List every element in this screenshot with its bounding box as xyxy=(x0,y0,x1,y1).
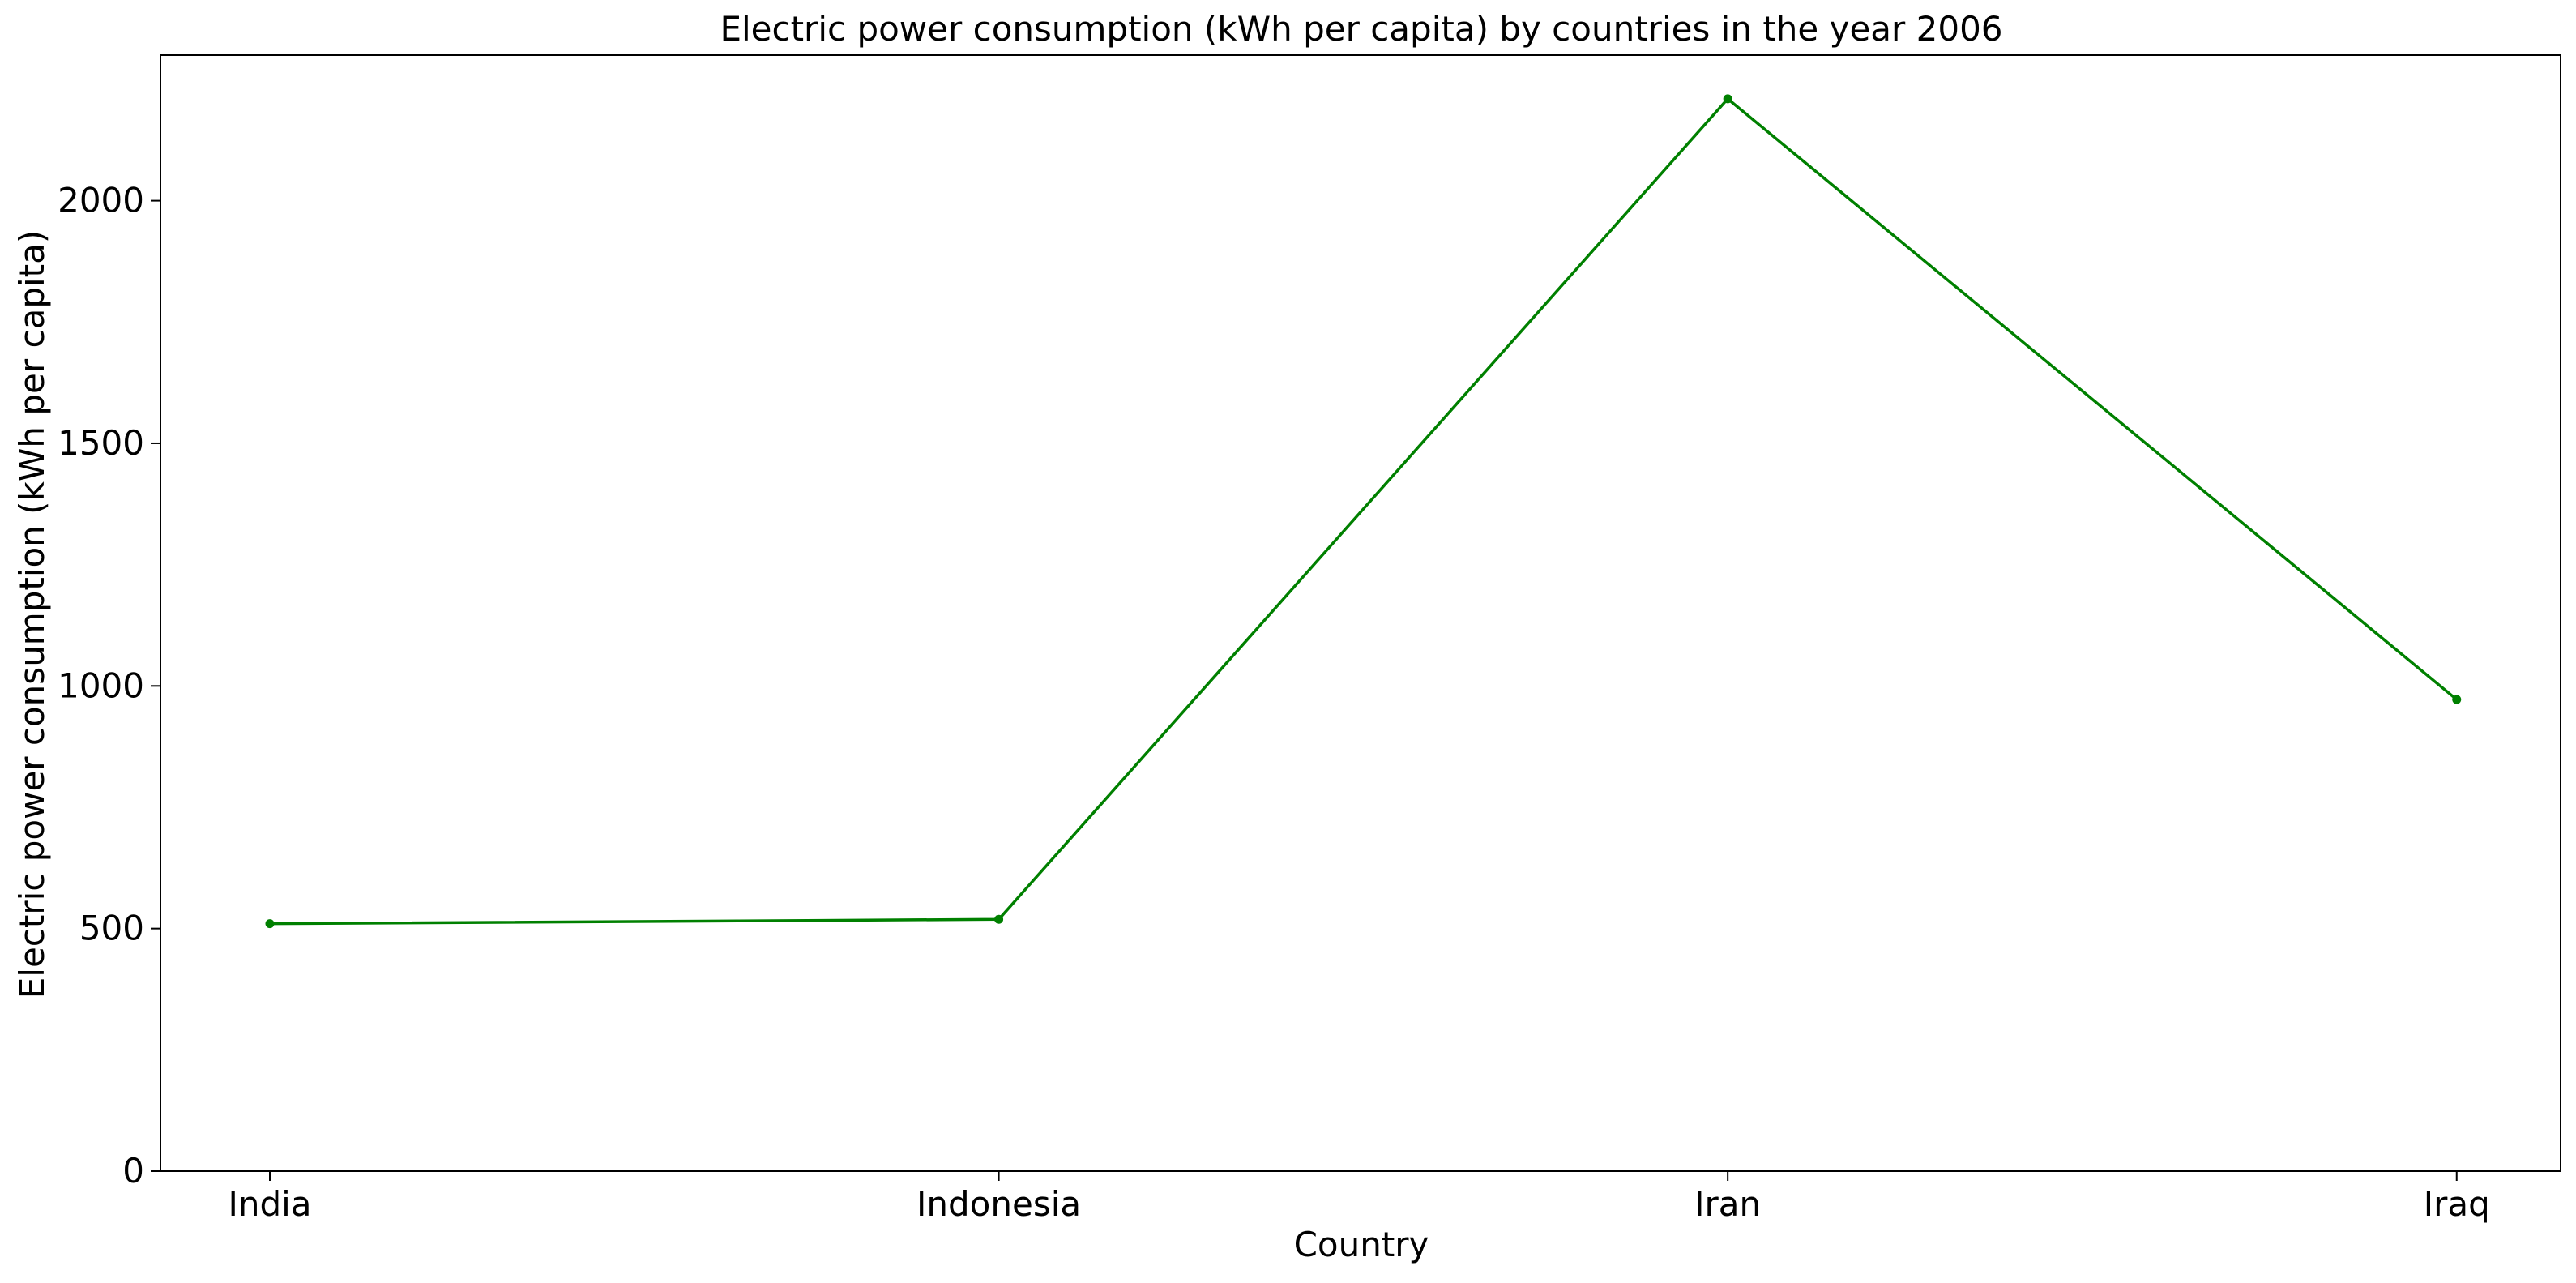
data-point xyxy=(1723,94,1732,104)
chart-title: Electric power consumption (kWh per capi… xyxy=(720,9,2002,49)
y-tick-label: 0 xyxy=(122,1151,144,1191)
y-tick-label: 1000 xyxy=(58,665,144,705)
data-point xyxy=(265,919,275,929)
data-point xyxy=(2452,695,2462,704)
data-point xyxy=(994,914,1004,924)
plot-area: 0 500 1000 1500 2000 India Indonesia Iran Iraq xyxy=(58,54,2561,1224)
series-line xyxy=(269,97,2458,926)
y-tick-label: 1500 xyxy=(58,423,144,463)
plot-frame xyxy=(160,54,2561,1172)
y-tick-label: 2000 xyxy=(58,181,144,220)
y-axis-label: Electric power consumption (kWh per capi… xyxy=(12,230,52,999)
x-tick-label: Indonesia xyxy=(916,1184,1081,1224)
y-tick-label: 500 xyxy=(79,909,144,948)
x-tick-label: India xyxy=(228,1184,311,1224)
x-tick-label: Iran xyxy=(1694,1184,1761,1224)
x-axis-label: Country xyxy=(1294,1225,1429,1264)
x-tick-label: Iraq xyxy=(2424,1184,2490,1224)
